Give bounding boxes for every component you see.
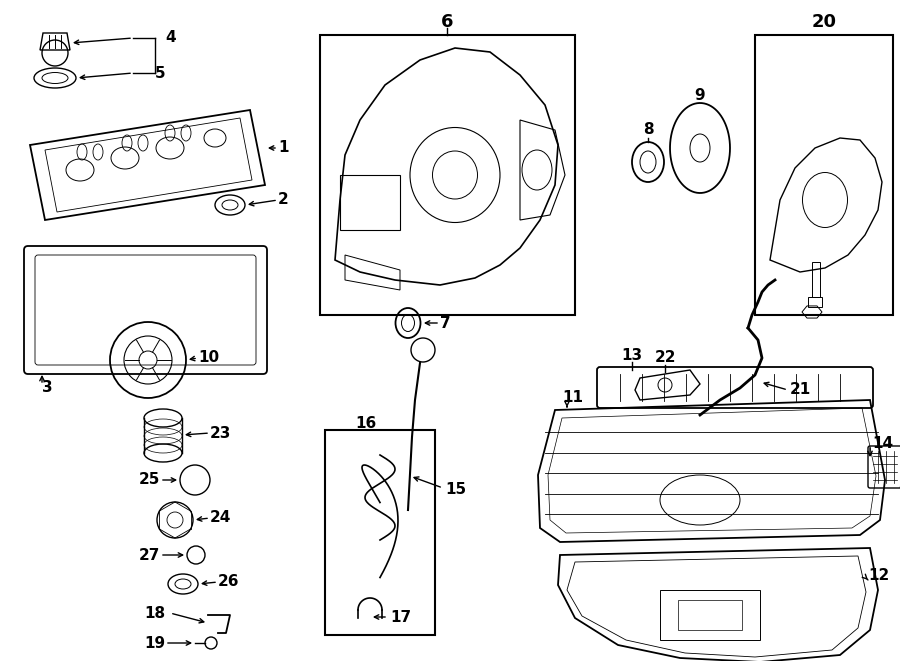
- Text: 2: 2: [278, 192, 289, 208]
- Text: 24: 24: [210, 510, 231, 525]
- Bar: [678, 600, 742, 630]
- Text: 16: 16: [355, 416, 376, 430]
- Bar: [660, 590, 760, 640]
- Text: 19: 19: [144, 635, 165, 650]
- Bar: [340, 175, 400, 230]
- Text: 14: 14: [872, 436, 893, 451]
- Text: 27: 27: [139, 547, 160, 563]
- Text: 21: 21: [790, 383, 811, 397]
- Text: 12: 12: [868, 568, 889, 582]
- Text: 5: 5: [155, 65, 166, 81]
- Text: 4: 4: [165, 30, 176, 46]
- Text: 11: 11: [562, 391, 583, 405]
- Bar: [808, 297, 822, 307]
- Text: 6: 6: [441, 13, 454, 31]
- Text: 17: 17: [390, 611, 411, 625]
- Text: 25: 25: [139, 473, 160, 488]
- Text: 23: 23: [210, 426, 231, 440]
- Bar: [320, 35, 575, 315]
- Bar: [755, 35, 893, 315]
- Text: 15: 15: [445, 483, 466, 498]
- Bar: [812, 262, 820, 297]
- Text: 8: 8: [643, 122, 653, 137]
- Text: 7: 7: [440, 315, 451, 330]
- Bar: [325, 430, 435, 635]
- Text: 26: 26: [218, 574, 239, 590]
- Text: 22: 22: [654, 350, 676, 366]
- Text: 20: 20: [812, 13, 836, 31]
- Text: 18: 18: [144, 605, 165, 621]
- Text: 13: 13: [621, 348, 643, 364]
- Text: 10: 10: [198, 350, 219, 366]
- Text: 3: 3: [42, 381, 52, 395]
- Text: 9: 9: [695, 87, 706, 102]
- Text: 1: 1: [278, 141, 289, 155]
